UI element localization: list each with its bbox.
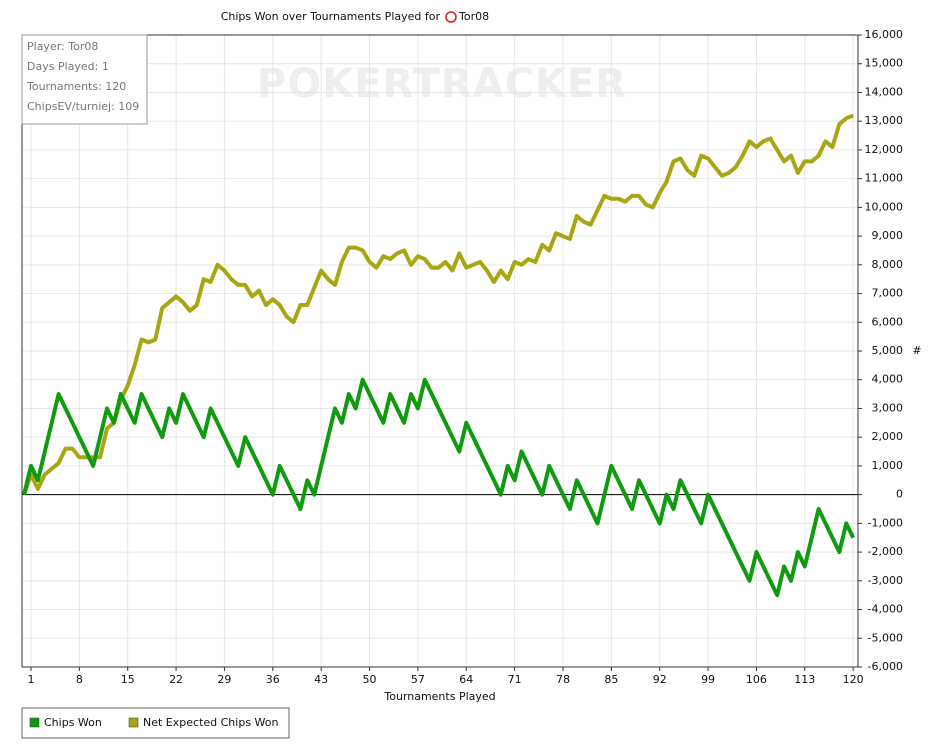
y-axis-label: #	[912, 344, 921, 357]
chart-title: Chips Won over Tournaments Played for	[221, 10, 441, 23]
x-tick-label: 36	[266, 673, 280, 686]
watermark: POKERTRACKER	[257, 61, 627, 107]
series-line	[22, 113, 854, 496]
x-tick-label: 64	[459, 673, 473, 686]
y-tick-label: 14,000	[865, 85, 904, 98]
x-tick-label: 22	[169, 673, 183, 686]
x-tick-label: 85	[604, 673, 618, 686]
y-tick-label: 5,000	[872, 344, 904, 357]
x-tick-label: 29	[217, 673, 231, 686]
info-line: ChipsEV/turniej: 109	[27, 100, 139, 113]
legend	[21, 707, 290, 739]
y-tick-label: -1,000	[868, 516, 903, 529]
y-tick-label: -4,000	[868, 603, 903, 616]
player-icon	[445, 11, 457, 23]
y-tick-label: 4,000	[872, 373, 904, 386]
y-tick-label: 7,000	[872, 287, 904, 300]
y-tick-label: 6,000	[872, 315, 904, 328]
y-tick-label: 10,000	[865, 200, 904, 213]
x-tick-label: 1	[27, 673, 34, 686]
x-tick-label: 120	[843, 673, 864, 686]
x-tick-label: 15	[121, 673, 135, 686]
info-line: Player: Tor08	[27, 40, 98, 53]
legend-swatch	[128, 717, 139, 728]
x-tick-label: 99	[701, 673, 715, 686]
x-tick-label: 43	[314, 673, 328, 686]
info-box-frame	[21, 34, 148, 125]
y-tick-label: -5,000	[868, 631, 903, 644]
x-axis-label: Tournaments Played	[383, 690, 495, 703]
player-name: Tor08	[458, 10, 489, 23]
x-tick-label: 113	[794, 673, 815, 686]
x-tick-label: 57	[411, 673, 425, 686]
y-tick-label: -6,000	[868, 660, 903, 673]
y-tick-label: 12,000	[865, 143, 904, 156]
y-tick-label: 3,000	[872, 401, 904, 414]
x-tick-label: 8	[76, 673, 83, 686]
x-tick-label: 106	[746, 673, 767, 686]
legend-swatch	[29, 717, 40, 728]
y-tick-label: 9,000	[872, 229, 904, 242]
grid	[22, 34, 858, 668]
y-tick-label: 2,000	[872, 430, 904, 443]
y-tick-label: 15,000	[865, 57, 904, 70]
y-tick-label: 1,000	[872, 459, 904, 472]
y-tick-label: 16,000	[865, 28, 904, 41]
y-tick-label: 8,000	[872, 258, 904, 271]
x-tick-label: 71	[508, 673, 522, 686]
info-box: Player: Tor08 Days Played: 1 Tournaments: …	[21, 34, 148, 125]
series-line	[22, 377, 855, 598]
x-tick-label: 78	[556, 673, 570, 686]
y-tick-label: 0	[896, 488, 903, 501]
legend-label: Net Expected Chips Won	[143, 716, 279, 729]
info-line: Days Played: 1	[27, 60, 109, 73]
x-tick-label: 50	[363, 673, 377, 686]
y-tick-label: -2,000	[868, 545, 903, 558]
y-tick-label: 11,000	[865, 172, 904, 185]
y-tick-label: 13,000	[865, 114, 904, 127]
info-line: Tournaments: 120	[26, 80, 126, 93]
y-tick-label: -3,000	[868, 574, 903, 587]
legend-label: Chips Won	[44, 716, 102, 729]
x-tick-label: 92	[653, 673, 667, 686]
